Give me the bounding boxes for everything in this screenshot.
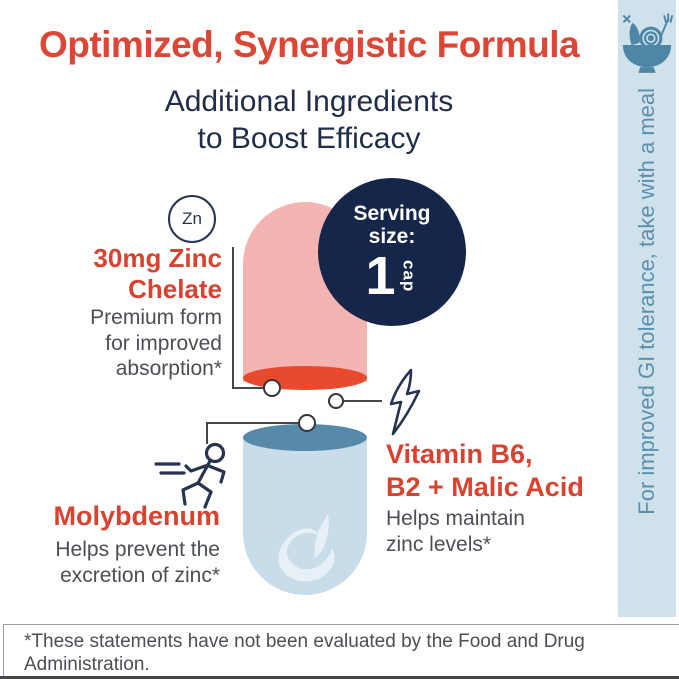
molybdenum-description: Helps prevent the excretion of zinc* xyxy=(55,537,220,590)
vitamins-heading: Vitamin B6, B2 + Malic Acid xyxy=(386,438,584,504)
page-title: Optimized, Synergistic Formula xyxy=(38,24,580,65)
vitamins-desc-line2: zinc levels* xyxy=(386,533,492,557)
serving-quantity-row: 1 cap xyxy=(365,245,419,306)
granule-dot-2 xyxy=(328,393,344,409)
vitamins-heading-line1: Vitamin B6, xyxy=(386,439,533,469)
zinc-element-icon: Zn xyxy=(168,195,216,243)
zinc-description: Premium form for improved absorption* xyxy=(90,305,222,382)
zinc-connector-vertical xyxy=(232,247,234,388)
zinc-heading-line2: Chelate xyxy=(128,273,222,304)
vitamins-connector xyxy=(344,400,382,402)
vitamins-heading-line2: B2 + Malic Acid xyxy=(386,471,584,502)
zinc-symbol: Zn xyxy=(182,209,202,228)
vitamins-desc-line1: Helps maintain xyxy=(386,507,525,530)
serving-unit: cap xyxy=(399,260,419,293)
molybdenum-desc-line1: Helps prevent the xyxy=(55,538,220,561)
serving-label-line2: size: xyxy=(368,225,416,249)
lightning-icon xyxy=(389,368,421,436)
bottom-edge-bar xyxy=(0,676,679,679)
vitamins-description: Helps maintain zinc levels* xyxy=(386,506,525,559)
disclaimer-box: *These statements have not been evaluate… xyxy=(3,624,679,679)
meal-bowl-icon xyxy=(622,13,673,73)
subtitle-line-2: to Boost Efficacy xyxy=(197,121,421,155)
side-banner: For improved GI tolerance, take with a m… xyxy=(618,0,676,617)
serving-label-line1: Serving xyxy=(353,201,431,225)
zinc-connector-horizontal xyxy=(232,387,264,389)
page-subtitle: Additional Ingredients to Boost Efficacy xyxy=(0,84,618,157)
molybdenum-heading: Molybdenum xyxy=(53,501,221,531)
side-banner-text: For improved GI tolerance, take with a m… xyxy=(634,88,659,515)
serving-size-badge: Serving size: 1 cap xyxy=(318,178,466,326)
runner-icon xyxy=(154,442,226,509)
molybdenum-connector-vertical xyxy=(206,422,208,444)
carrot-shape xyxy=(629,22,640,45)
capsule-bottom-half xyxy=(243,437,367,595)
disclaimer-line1: *These statements have not been evaluate… xyxy=(24,631,585,675)
brand-logo xyxy=(278,514,335,582)
granule-dot-1 xyxy=(263,379,281,397)
granule-dot-3 xyxy=(298,414,316,432)
subtitle-line-1: Additional Ingredients xyxy=(164,85,454,118)
zinc-desc-line2: for improved xyxy=(105,331,222,355)
zinc-heading: 30mg Zinc Chelate xyxy=(93,243,222,304)
molybdenum-desc-line2: excretion of zinc* xyxy=(60,564,220,588)
zinc-heading-line1: 30mg Zinc xyxy=(93,243,222,273)
zinc-desc-line3: absorption* xyxy=(115,357,222,381)
serving-quantity: 1 xyxy=(365,245,396,306)
zinc-desc-line1: Premium form xyxy=(90,306,222,329)
molybdenum-connector-horizontal xyxy=(206,422,299,424)
